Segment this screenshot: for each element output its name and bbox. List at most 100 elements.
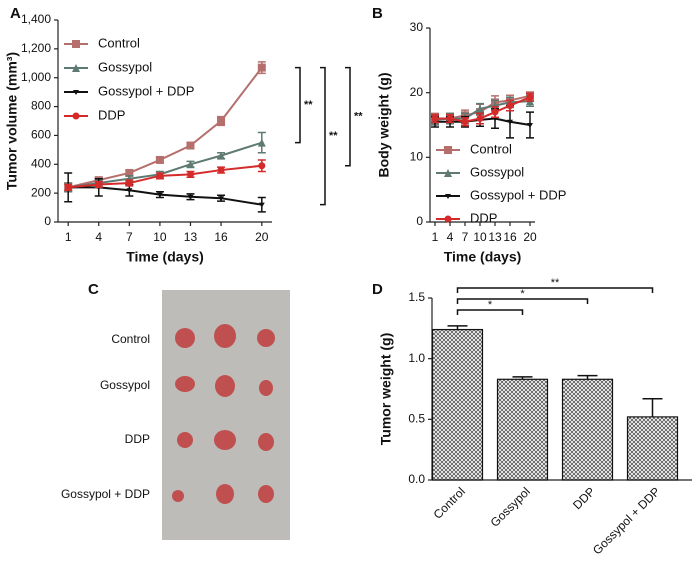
legend-marker [72,112,80,120]
legend-label: Control [470,141,512,156]
significance-bracket [456,309,524,315]
y-tick-label: 10 [410,150,424,164]
y-tick-label: 1.0 [408,351,425,365]
point [258,202,265,208]
legend-label: Gossypol [98,59,152,74]
y-tick-label: 1,000 [21,70,51,84]
significance-bracket [345,66,351,167]
x-tick-label: 1 [432,230,439,244]
x-tick-label: 20 [255,230,269,244]
significance-label: ** [551,277,560,289]
point [95,180,103,188]
y-tick-label: 1,200 [21,41,51,55]
significance-label: ** [304,99,313,111]
point [431,115,439,123]
panel-label: B [372,5,383,22]
point [217,117,226,125]
x-tick-label: DDP [570,484,598,512]
y-tick-label: 30 [410,20,424,34]
significance-bracket [295,66,301,144]
x-tick-label: 20 [523,230,537,244]
x-tick-label: 1 [65,230,72,244]
legend-label: DDP [470,210,497,225]
y-tick-label: 200 [31,185,51,199]
legend-marker [444,215,452,223]
error-bar [642,397,663,417]
point [218,196,225,202]
significance-label: * [520,288,525,300]
point [125,179,133,187]
y-axis-title: Tumor volume (mm³) [4,52,20,190]
point [507,119,513,125]
x-tick-label: 4 [95,230,102,244]
x-tick-label: 10 [153,230,167,244]
point [155,155,164,164]
tumor-images [172,324,275,504]
y-tick-label: 400 [31,156,51,170]
point [527,123,533,128]
point [257,63,266,72]
bar [561,378,614,481]
y-tick-label: 600 [31,128,51,142]
legend-label: Gossypol + DDP [98,83,194,98]
significance-bracket [456,287,654,293]
legend-marker [72,64,80,72]
point [186,160,195,169]
point [476,104,484,113]
x-tick-label: Control [431,484,468,521]
panel-label: C [88,281,99,298]
significance-bracket [456,298,589,304]
point [64,183,72,191]
x-tick-label: 7 [126,230,133,244]
x-tick-label: 13 [488,230,502,244]
x-tick-label: 4 [447,230,454,244]
y-tick-label: 800 [31,99,51,113]
point [156,192,163,198]
x-axis-title: Time (days) [126,249,204,265]
legend-label: Gossypol [470,164,524,179]
y-tick-label: 1,400 [21,12,51,26]
x-tick-label: 16 [214,230,228,244]
row-label: DDP [125,432,150,446]
x-tick-label: Gossypol + DDP [590,484,663,557]
legend-marker [445,194,451,199]
y-tick-label: 0.5 [408,412,425,426]
point [186,170,194,178]
bar [496,378,549,481]
point [257,138,266,147]
y-tick-label: 20 [410,85,424,99]
legend-marker [444,146,452,154]
point [187,194,194,200]
point [217,151,226,160]
significance-label: * [488,299,493,311]
x-tick-label: 7 [462,230,469,244]
significance-bracket [320,66,326,206]
row-label: Gossypol + DDP [61,487,150,501]
panel-label: A [10,5,21,22]
point [258,162,266,170]
bar [626,416,679,481]
row-label: Gossypol [100,378,150,392]
point [526,93,534,101]
y-tick-label: 0 [44,214,51,228]
point [491,108,499,116]
y-tick-label: 0 [416,214,423,228]
point [446,115,454,123]
error-bar [447,325,468,330]
row-label: Control [111,332,150,346]
y-tick-label: 0.0 [408,472,425,486]
point [506,102,514,110]
x-tick-label: 13 [184,230,198,244]
legend-label: DDP [98,107,125,122]
y-axis-title: Tumor weight (g) [378,333,394,446]
y-tick-label: 1.5 [408,290,425,304]
legend-marker [444,169,452,177]
point [217,166,225,174]
legend-marker [73,90,79,95]
legend-label: Control [98,35,140,50]
x-tick-label: Gossypol [488,484,533,529]
legend-label: Gossypol + DDP [470,187,566,202]
point [461,118,469,126]
point [125,168,134,177]
